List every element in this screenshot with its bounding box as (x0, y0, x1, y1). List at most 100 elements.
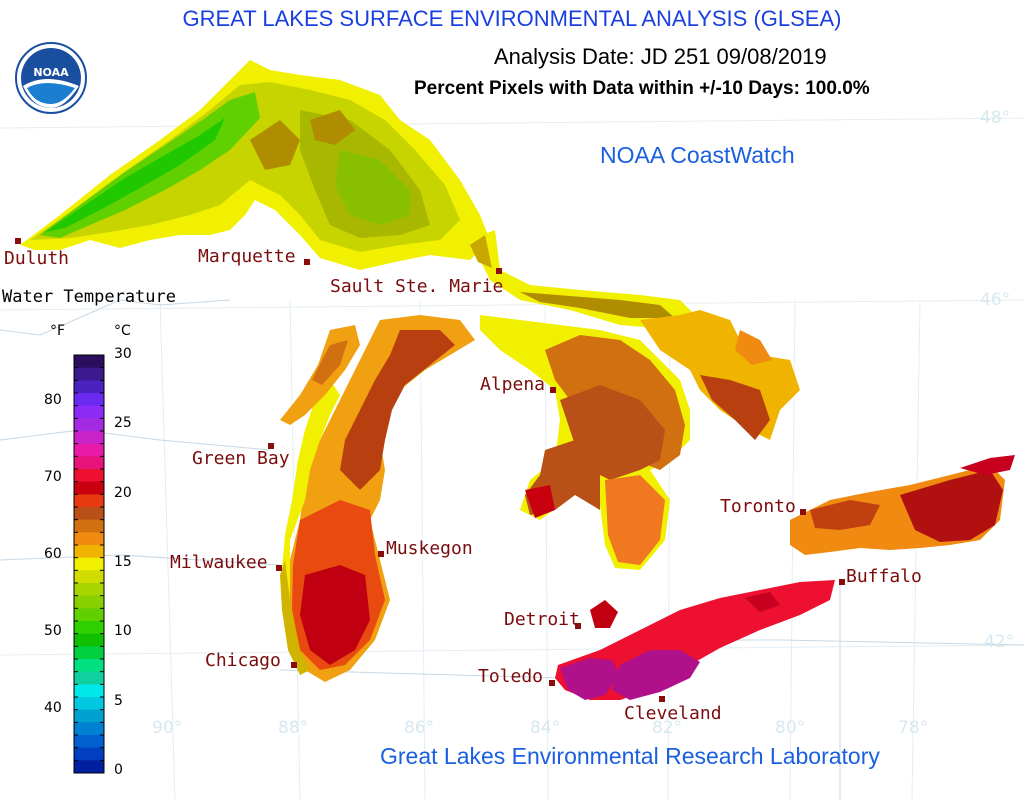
color-swatch (74, 697, 104, 711)
color-swatch (74, 380, 104, 394)
city-marker (304, 259, 310, 265)
city-marker (800, 509, 806, 515)
color-swatch (74, 532, 104, 546)
color-swatch (74, 608, 104, 622)
color-swatch (74, 393, 104, 407)
color-swatch (74, 481, 104, 495)
city-marker (550, 387, 556, 393)
fahrenheit-tick-label: 70 (44, 469, 62, 486)
legend-unit-f: °F (50, 323, 66, 339)
fahrenheit-tick-label: 80 (44, 392, 62, 409)
city-marker (15, 238, 21, 244)
lake-michigan (280, 315, 475, 682)
city-marker (276, 565, 282, 571)
lat-46-label: 46° (980, 290, 1011, 310)
city-detroit: Detroit (504, 609, 580, 630)
color-swatch (74, 469, 104, 483)
celsius-tick-label: 25 (114, 415, 132, 432)
city-toledo: Toledo (478, 666, 544, 687)
city-marker (839, 579, 845, 585)
celsius-tick-label: 30 (114, 346, 132, 362)
fahrenheit-tick-label: 60 (44, 546, 62, 563)
page-title: GREAT LAKES SURFACE ENVIRONMENTAL ANALYS… (182, 6, 842, 31)
color-swatch (74, 494, 104, 508)
color-swatch (74, 405, 104, 419)
lake-erie (555, 580, 835, 700)
color-swatch (74, 684, 104, 698)
percent-pixels: Percent Pixels with Data within +/-10 Da… (414, 78, 870, 99)
city-marker (575, 623, 581, 629)
city-marker (291, 662, 297, 668)
city-marker (549, 680, 555, 686)
color-swatch (74, 671, 104, 685)
lake-st-clair (590, 600, 618, 628)
fahrenheit-tick-label: 40 (44, 700, 62, 717)
celsius-tick-label: 10 (114, 623, 132, 640)
lat-42-label: 42° (984, 632, 1015, 652)
lat-48-label: 48° (980, 108, 1011, 128)
color-swatch (74, 355, 104, 369)
city-muskegon: Muskegon (386, 538, 473, 559)
color-swatch (74, 722, 104, 736)
lake-superior (20, 60, 490, 270)
celsius-tick-label: 15 (114, 554, 132, 570)
color-swatch (74, 507, 104, 521)
color-swatch (74, 760, 104, 774)
lake-huron (480, 310, 800, 570)
lon-84-label: 84° (530, 718, 561, 738)
color-swatch (74, 709, 104, 723)
fahrenheit-tick-label: 50 (44, 623, 62, 640)
lon-80-label: 80° (775, 718, 806, 738)
analysis-date: Analysis Date: JD 251 09/08/2019 (494, 44, 827, 69)
color-swatch (74, 583, 104, 597)
color-swatch (74, 747, 104, 761)
city-duluth: Duluth (4, 248, 70, 269)
city-marker (268, 443, 274, 449)
lon-86-label: 86° (404, 718, 435, 738)
color-swatch (74, 519, 104, 533)
celsius-tick-label: 20 (114, 484, 132, 501)
city-green-bay: Green Bay (192, 448, 290, 469)
color-swatch (74, 418, 104, 432)
legend-title: Water Temperature (2, 287, 176, 307)
celsius-tick-label: 0 (114, 762, 123, 778)
noaa-logo: NOAA (15, 42, 87, 114)
city-alpena: Alpena (480, 374, 546, 395)
color-swatch (74, 659, 104, 673)
city-chicago: Chicago (205, 650, 281, 671)
legend-unit-c: °C (114, 323, 131, 339)
color-swatch (74, 456, 104, 470)
lon-88-label: 88° (278, 718, 309, 738)
city-marker (659, 696, 665, 702)
color-swatch (74, 621, 104, 635)
city-cleveland: Cleveland (624, 703, 722, 724)
lake-ontario (790, 455, 1015, 555)
color-swatch (74, 443, 104, 457)
footer-glerl: Great Lakes Environmental Research Labor… (380, 743, 880, 769)
color-swatch (74, 367, 104, 381)
color-swatch (74, 633, 104, 647)
color-swatch (74, 646, 104, 660)
color-swatch (74, 545, 104, 559)
color-swatch (74, 595, 104, 609)
color-swatch (74, 431, 104, 445)
color-swatch (74, 557, 104, 571)
celsius-tick-label: 5 (114, 692, 123, 709)
city-marker (378, 551, 384, 557)
lon-90-label: 90° (152, 718, 183, 738)
color-swatch (74, 735, 104, 749)
city-marquette: Marquette (198, 246, 296, 267)
color-scale-bar (73, 354, 105, 774)
city-milwaukee: Milwaukee (170, 552, 268, 573)
color-swatch (74, 570, 104, 584)
noaa-logo-text: NOAA (33, 66, 69, 79)
city-buffalo: Buffalo (846, 566, 922, 587)
north-channel (470, 230, 700, 330)
city-sault-ste-marie: Sault Ste. Marie (330, 276, 504, 297)
coastwatch-label: NOAA CoastWatch (600, 142, 795, 168)
lon-78-label: 78° (898, 718, 929, 738)
color-bar-frame (73, 354, 105, 774)
lon-82-label: 82° (652, 718, 683, 738)
city-toronto: Toronto (720, 496, 796, 517)
